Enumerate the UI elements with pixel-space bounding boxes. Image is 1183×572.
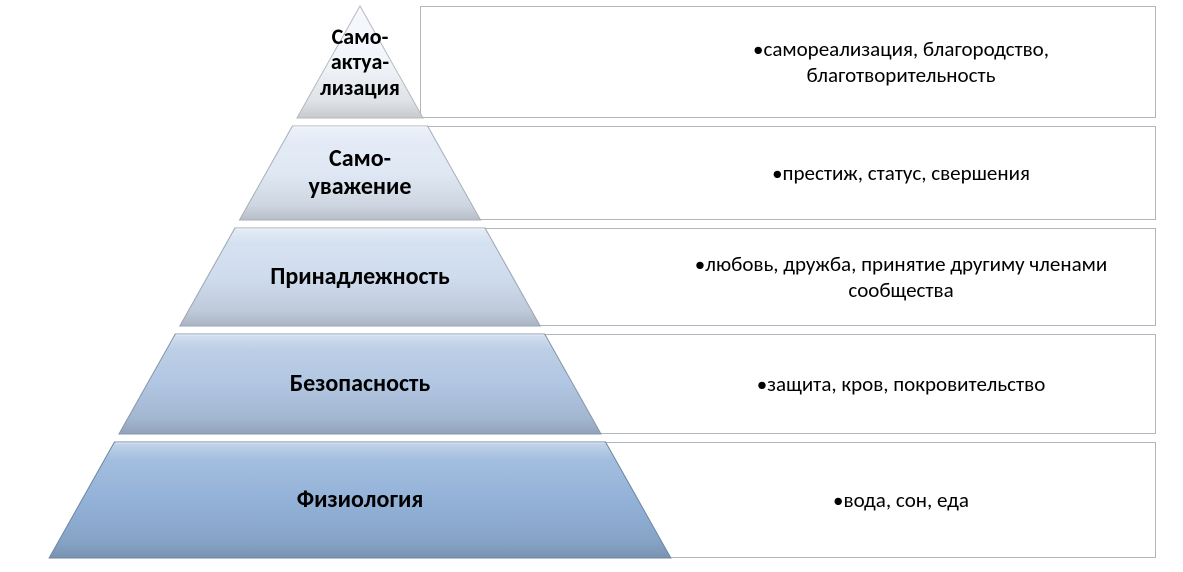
pyramid-label-4: Физиология bbox=[40, 442, 680, 558]
pyramid-label-0: Само- актуа- лизация bbox=[40, 6, 680, 118]
pyramid-labels-layer: Само- актуа- лизация Само- уважение Прин… bbox=[40, 0, 680, 570]
pyramid-label-1: Само- уважение bbox=[40, 126, 680, 220]
description-text-1: •престиж, статус, свершения bbox=[671, 160, 1131, 186]
pyramid-container: •самореализация, благородство, благотвор… bbox=[40, 0, 1160, 570]
pyramid-label-3: Безопасность bbox=[40, 334, 680, 434]
pyramid-label-2: Принадлежность bbox=[40, 228, 680, 326]
description-text-2: •любовь, дружба, принятие другиму членам… bbox=[671, 251, 1131, 304]
description-text-0: •самореализация, благородство, благотвор… bbox=[671, 36, 1131, 89]
description-text-4: •вода, сон, еда bbox=[671, 487, 1131, 513]
description-text-3: •защита, кров, покровительство bbox=[671, 371, 1131, 397]
